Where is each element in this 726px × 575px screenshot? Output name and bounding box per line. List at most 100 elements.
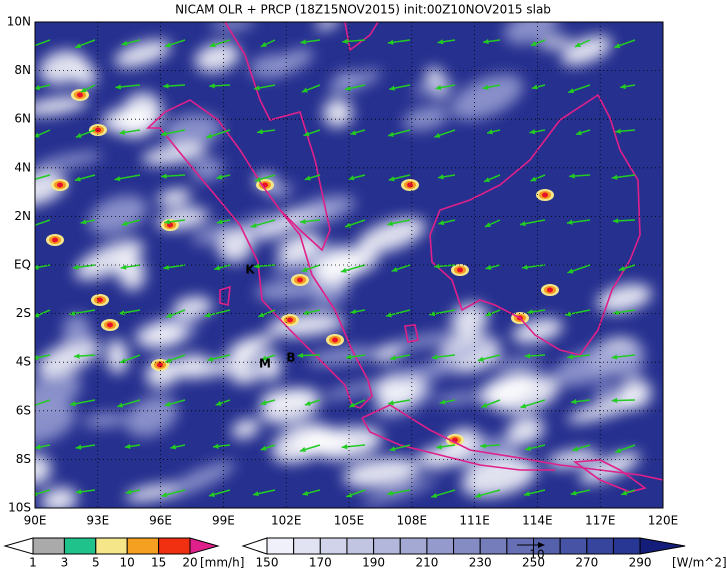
wind-arrowhead <box>525 445 532 451</box>
cloud <box>411 80 456 95</box>
cloud <box>539 36 572 49</box>
wind-arrowhead <box>388 176 395 182</box>
cloud <box>125 484 179 502</box>
lat-label: 4N <box>14 160 31 174</box>
wind-arrowhead <box>253 85 260 91</box>
wind-arrowhead <box>215 400 222 406</box>
colorbar-segment <box>63 537 97 555</box>
colorbar-segment <box>266 537 295 555</box>
rain-cell <box>457 267 463 273</box>
cloud <box>250 214 318 235</box>
cloud <box>179 357 250 379</box>
wind-arrowhead <box>484 222 491 227</box>
reference-vector-label: 10 <box>529 548 544 562</box>
wind-arrowhead <box>391 266 398 272</box>
wind-arrowhead <box>216 174 223 180</box>
wind-arrowhead <box>300 39 307 45</box>
wind-arrowhead <box>160 131 167 137</box>
wind-arrowhead <box>436 444 442 450</box>
lon-label: 102E <box>271 514 302 528</box>
wind-arrowhead <box>527 309 533 315</box>
colorbar-end <box>639 537 686 555</box>
wind-arrowhead <box>260 42 267 47</box>
colorbar-label: 150 <box>256 556 279 570</box>
wind-arrowhead <box>209 491 215 497</box>
wind-arrowhead <box>387 39 394 45</box>
wind-arrow <box>35 489 51 496</box>
wind-arrowhead <box>161 173 167 179</box>
wind-arrowhead <box>165 42 172 48</box>
wind-arrowhead <box>117 402 124 408</box>
cloud <box>163 113 222 148</box>
colorbar-unit: [W/m^2] <box>672 556 726 570</box>
wind-arrowhead <box>574 42 581 47</box>
cloud <box>122 92 163 131</box>
wind-arrowhead <box>482 84 489 90</box>
cloud <box>343 457 420 488</box>
lon-label: 99E <box>212 514 235 528</box>
wind-arrowhead <box>612 218 619 224</box>
colorbar-segment <box>426 537 455 555</box>
wind-arrowhead <box>164 401 171 407</box>
colorbar-segment <box>479 537 508 555</box>
wind-arrowhead <box>260 400 267 406</box>
reference-arrowhead <box>538 542 545 548</box>
wind-arrowhead <box>531 84 538 90</box>
wind-arrowhead <box>35 354 39 361</box>
cloud <box>82 412 127 428</box>
cloud <box>315 22 340 30</box>
wind-arrowhead <box>207 356 214 362</box>
colorbar-end <box>3 537 34 555</box>
lat-label: 6S <box>16 403 31 417</box>
wind-arrowhead <box>438 174 444 180</box>
wind-arrowhead <box>35 132 40 138</box>
cloud <box>560 35 612 66</box>
wind-arrowhead <box>69 401 76 407</box>
wind-arrowhead <box>345 354 352 360</box>
wind-arrowhead <box>114 176 121 182</box>
cloud <box>461 457 538 497</box>
wind-arrowhead <box>520 403 527 409</box>
cloud <box>546 449 599 468</box>
wind-arrowhead <box>345 222 352 228</box>
wind-arrowhead <box>387 490 394 496</box>
wind-arrowhead <box>304 400 311 406</box>
cloud <box>35 171 66 206</box>
wind-arrowhead <box>438 220 445 226</box>
colorbar-label: 3 <box>61 556 69 570</box>
wind-arrowhead <box>166 312 173 318</box>
wind-arrowhead <box>342 38 348 45</box>
colorbar-label: 15 <box>151 556 166 570</box>
cloud <box>135 322 186 349</box>
lon-label: 120E <box>648 514 679 528</box>
cloud <box>428 337 500 368</box>
wind-arrowhead <box>120 264 127 270</box>
wind-arrowhead <box>530 176 537 182</box>
colorbar-segment <box>346 537 375 555</box>
rain-cell <box>77 92 83 98</box>
wind-arrowhead <box>74 176 81 182</box>
lon-label: 93E <box>86 514 109 528</box>
wind-arrowhead <box>163 83 169 89</box>
wind-arrowhead <box>124 443 131 449</box>
cloud <box>229 365 262 384</box>
map-area <box>35 22 663 508</box>
colorbar-label: 20 <box>182 556 197 570</box>
wind-arrowhead <box>437 39 444 45</box>
cloud <box>259 389 320 425</box>
wind-arrowhead <box>254 176 261 182</box>
wind-arrowhead <box>569 173 575 179</box>
colorbar-segment <box>293 537 321 555</box>
wind-arrowhead <box>567 268 574 274</box>
cloud <box>125 396 178 437</box>
lat-label: 2S <box>16 306 31 320</box>
cloud <box>387 362 460 383</box>
wind-arrowhead <box>214 265 221 271</box>
wind-arrowhead <box>301 87 308 93</box>
colorbar-segment <box>399 537 428 555</box>
lat-label: 10S <box>8 501 31 515</box>
wind-arrowhead <box>350 309 357 315</box>
wind-arrowhead <box>80 219 87 225</box>
wind-arrowhead <box>434 132 441 138</box>
wind-arrowhead <box>348 402 355 408</box>
